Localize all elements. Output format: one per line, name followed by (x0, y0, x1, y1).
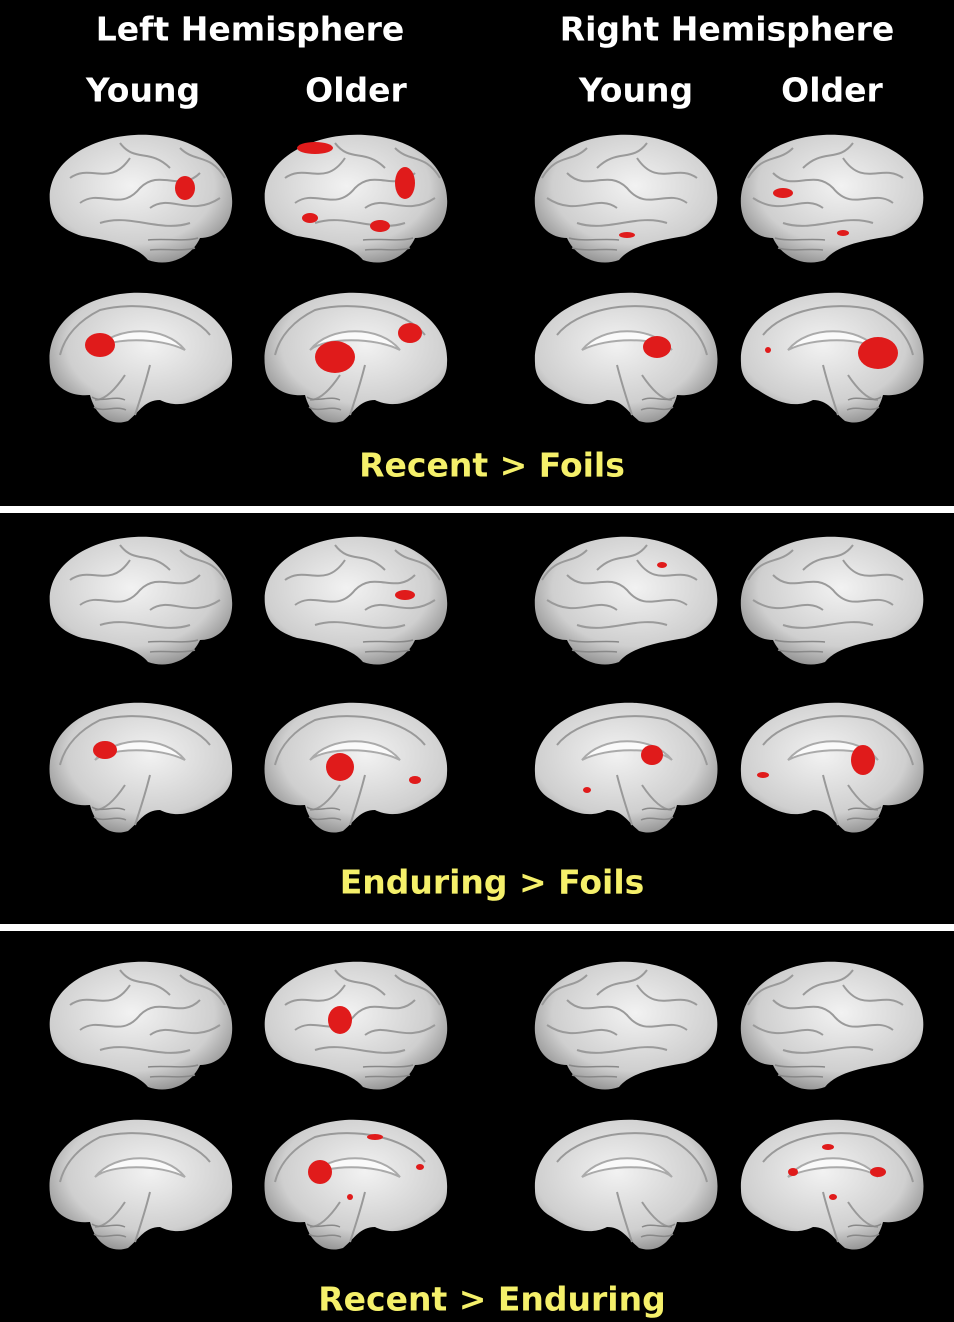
brain-lateral (535, 962, 718, 1090)
panel-title: Recent > Enduring (318, 1280, 665, 1319)
activation (395, 167, 415, 199)
activation (398, 323, 422, 343)
activation (619, 232, 635, 238)
brain-medial (741, 1120, 924, 1250)
activation (583, 787, 591, 793)
separator (0, 506, 954, 513)
activation (347, 1194, 353, 1200)
brain-medial (265, 293, 448, 423)
figure: Left Hemisphere Right Hemisphere Young O… (0, 0, 954, 1322)
brain-lateral (50, 962, 233, 1090)
activation (315, 341, 355, 373)
hemisphere-label: Right Hemisphere (560, 10, 895, 49)
brain-medial (265, 1120, 448, 1250)
activation (328, 1006, 352, 1034)
brain-medial (50, 293, 233, 423)
activation (757, 772, 769, 778)
activation (641, 745, 663, 765)
brain-medial (50, 703, 233, 833)
activation (773, 188, 793, 198)
group-label: Young (85, 71, 200, 110)
activation (657, 562, 667, 568)
brain-lateral (741, 537, 924, 665)
brain-lateral (741, 962, 924, 1090)
brain-medial (535, 293, 718, 423)
activation (837, 230, 849, 236)
brain-lateral (50, 537, 233, 665)
activation (395, 590, 415, 600)
activation (93, 741, 117, 759)
panel-title: Recent > Foils (359, 446, 625, 485)
brain-medial (741, 703, 924, 833)
activation (416, 1164, 424, 1170)
brain-medial (265, 703, 448, 833)
brain-lateral (535, 135, 718, 263)
brain-lateral (265, 962, 448, 1090)
activation (858, 337, 898, 369)
activation (302, 213, 318, 223)
activation (370, 220, 390, 232)
brain-lateral (535, 537, 718, 665)
activation (175, 176, 195, 200)
activation (85, 333, 115, 357)
brain-medial (535, 703, 718, 833)
brain-lateral (741, 135, 924, 263)
activation (851, 745, 875, 775)
activation (297, 142, 333, 154)
activation (409, 776, 421, 784)
brain-lateral (265, 537, 448, 665)
brain-lateral (50, 135, 233, 263)
activation (326, 753, 354, 781)
activation (788, 1168, 798, 1176)
group-label: Older (781, 71, 883, 110)
activation (765, 347, 771, 353)
panel-title: Enduring > Foils (340, 863, 645, 902)
hemisphere-label: Left Hemisphere (96, 10, 405, 49)
brain-lateral (265, 135, 448, 263)
activation (829, 1194, 837, 1200)
group-label: Young (578, 71, 693, 110)
activation (308, 1160, 332, 1184)
activation (643, 336, 671, 358)
separator (0, 924, 954, 931)
group-label: Older (305, 71, 407, 110)
activation (870, 1167, 886, 1177)
brain-medial (50, 1120, 233, 1250)
activation (367, 1134, 383, 1140)
brain-medial (535, 1120, 718, 1250)
activation (822, 1144, 834, 1150)
